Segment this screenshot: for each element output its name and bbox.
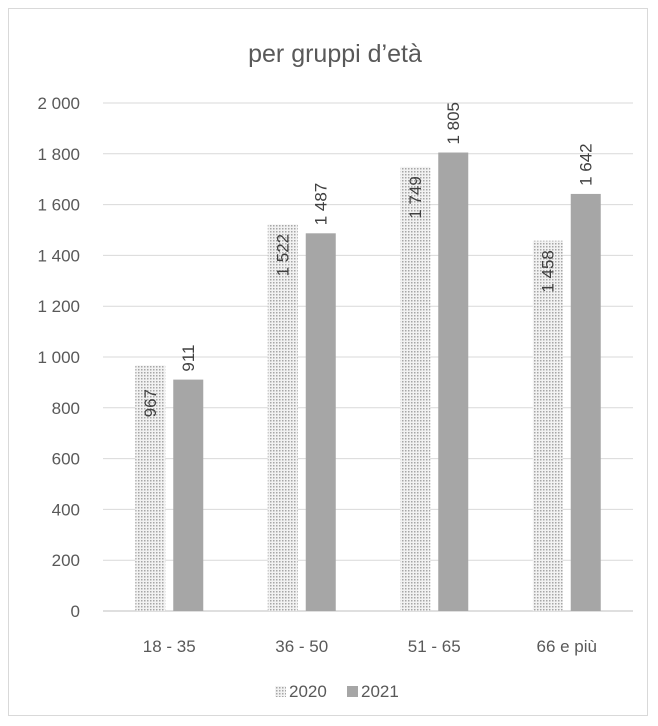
x-tick-label: 18 - 35 bbox=[143, 637, 196, 656]
legend-swatch-2020 bbox=[275, 686, 286, 697]
x-tick-label: 66 e più bbox=[537, 637, 598, 656]
y-tick-label: 1 600 bbox=[37, 196, 80, 215]
y-tick-label: 1 800 bbox=[37, 145, 80, 164]
bar-2020-0 bbox=[135, 365, 166, 611]
data-label: 911 bbox=[179, 344, 198, 371]
data-label: 1 805 bbox=[444, 102, 463, 145]
data-label: 1 487 bbox=[312, 183, 331, 226]
bar-2021-2 bbox=[438, 152, 469, 611]
bar-2021-3 bbox=[570, 193, 601, 611]
y-tick-label: 1 400 bbox=[37, 246, 80, 265]
y-tick-label: 1 200 bbox=[37, 297, 80, 316]
y-axis: 0 200 400 600 800 1 000 1 200 1 400 1 600 1 800 2 … bbox=[37, 94, 80, 621]
legend: 2020 2021 bbox=[275, 682, 399, 701]
y-tick-label: 400 bbox=[52, 500, 80, 519]
data-label: 1 458 bbox=[539, 250, 558, 293]
y-tick-label: 600 bbox=[52, 450, 80, 469]
chart-title: per gruppi d’età bbox=[248, 40, 422, 68]
x-tick-label: 51 - 65 bbox=[408, 637, 461, 656]
legend-label: 2020 bbox=[289, 682, 327, 701]
bar-2021-1 bbox=[305, 233, 336, 611]
bar-2021-0 bbox=[173, 379, 204, 611]
bars: 967 911 1 522 1 487 1 749 1 805 1 458 1 642 bbox=[135, 102, 601, 612]
y-tick-label: 800 bbox=[52, 399, 80, 418]
legend-label: 2021 bbox=[361, 682, 399, 701]
data-label: 1 642 bbox=[577, 143, 596, 186]
bar-2020-2 bbox=[400, 166, 431, 611]
y-tick-label: 1 000 bbox=[37, 348, 80, 367]
data-label: 967 bbox=[141, 389, 160, 417]
bar-2020-3 bbox=[532, 240, 563, 611]
bar-2020-1 bbox=[267, 224, 298, 612]
y-tick-label: 200 bbox=[52, 551, 80, 570]
legend-swatch-2021 bbox=[347, 686, 358, 697]
data-label: 1 749 bbox=[406, 176, 425, 219]
x-tick-label: 36 - 50 bbox=[275, 637, 328, 656]
y-tick-label: 2 000 bbox=[37, 94, 80, 113]
data-label: 1 522 bbox=[274, 234, 293, 277]
x-axis: 18 - 35 36 - 50 51 - 65 66 e più bbox=[143, 637, 597, 656]
y-tick-label: 0 bbox=[71, 602, 80, 621]
